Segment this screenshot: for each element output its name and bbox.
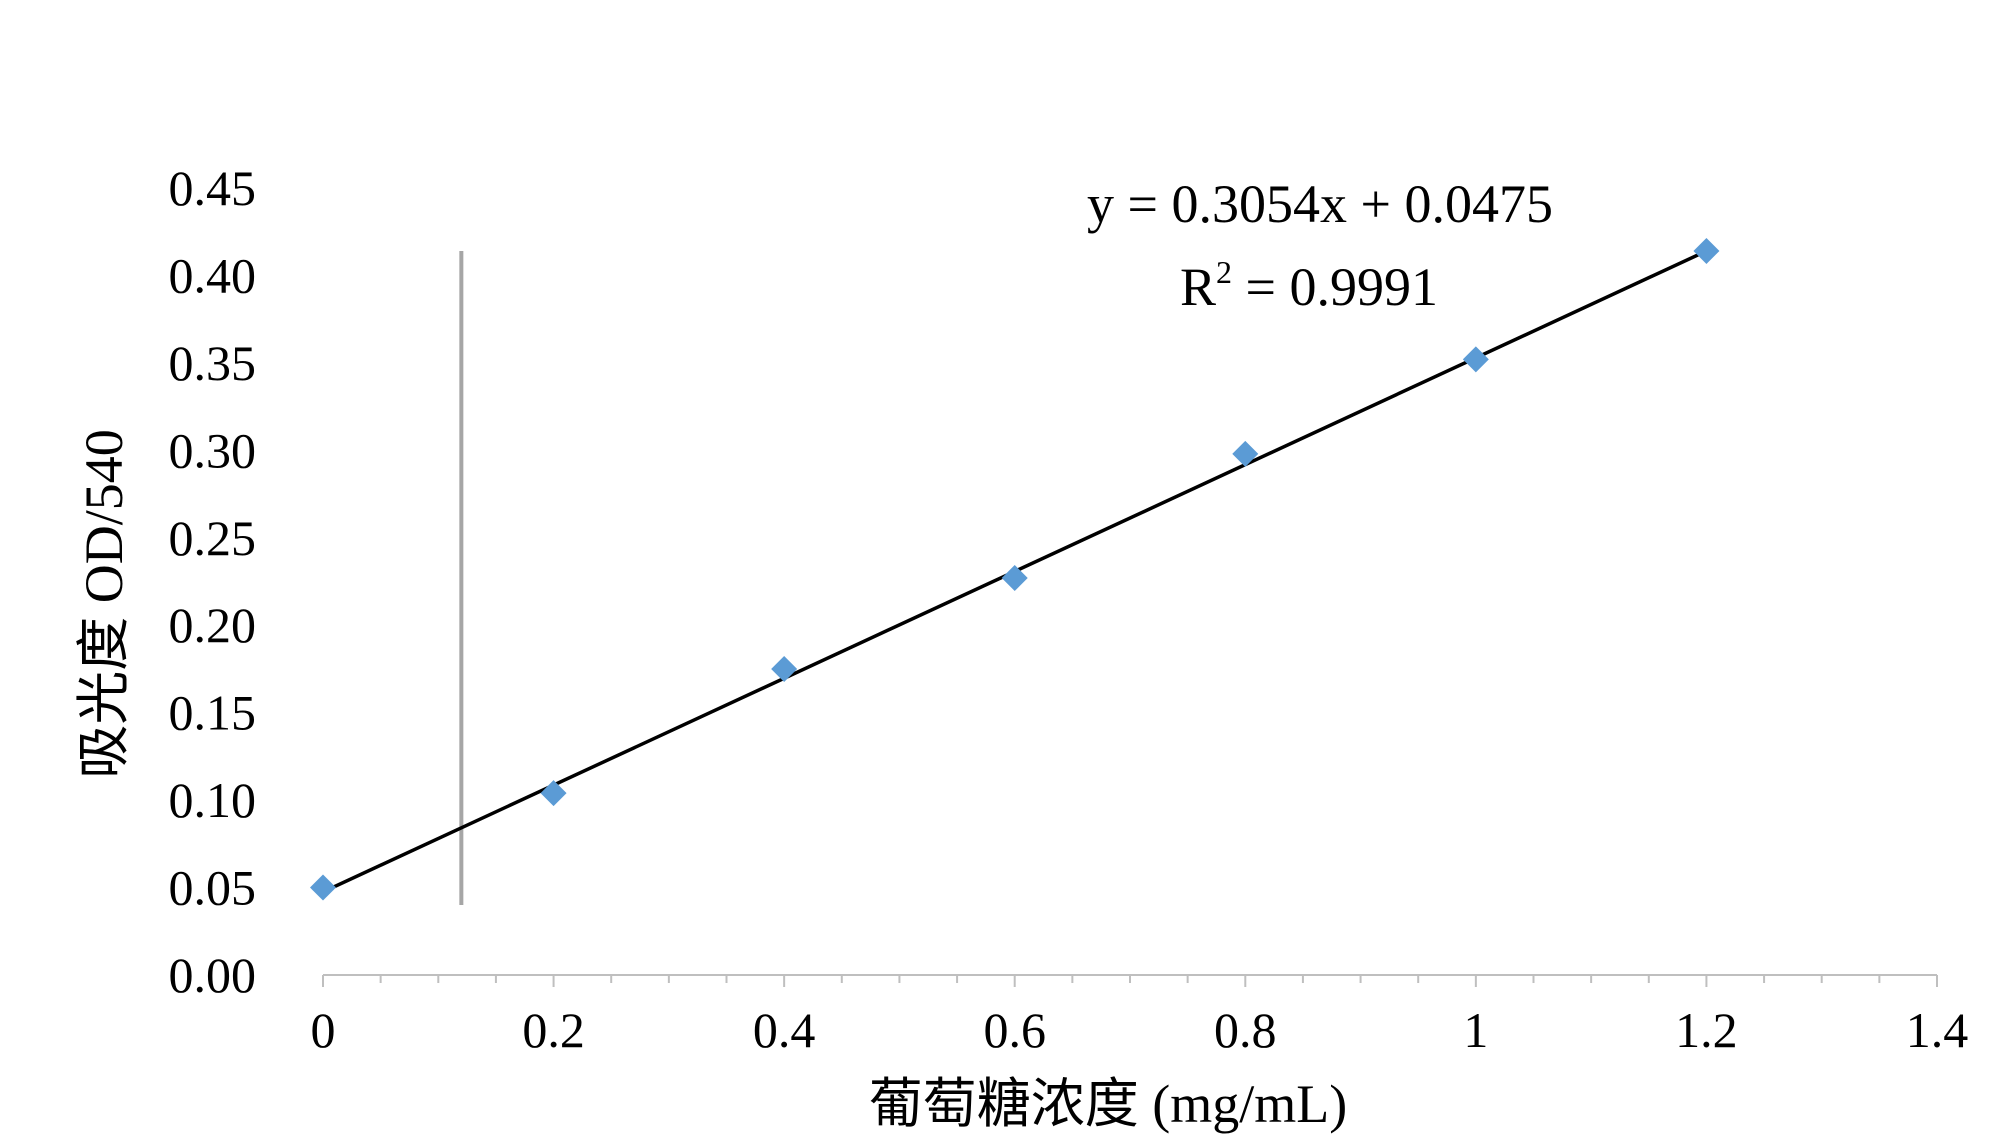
data-point — [1001, 565, 1028, 592]
data-point — [771, 655, 798, 682]
x-tick-label: 0 — [311, 1002, 336, 1058]
r-squared-label: R2 = 0.9991 — [1180, 254, 1438, 317]
r-squared-prefix: R — [1180, 257, 1216, 317]
data-point — [1232, 440, 1259, 467]
x-axis-title: 葡萄糖浓度 (mg/mL) — [869, 1074, 1347, 1134]
data-point — [310, 874, 336, 901]
y-tick-label: 0.35 — [169, 335, 257, 391]
y-tick-label: 0.00 — [169, 947, 257, 1003]
x-tick-label: 0.2 — [522, 1002, 585, 1058]
y-axis-title: 吸光度 OD/540 — [74, 429, 134, 779]
y-tick-label: 0.20 — [169, 597, 257, 653]
x-tick-label: 1.2 — [1675, 1002, 1738, 1058]
y-tick-label: 0.05 — [169, 860, 257, 916]
r-squared-superscript: 2 — [1216, 254, 1232, 290]
x-tick-label: 1.4 — [1906, 1002, 1969, 1058]
r-squared-value: = 0.9991 — [1232, 257, 1438, 317]
y-tick-label: 0.10 — [169, 772, 257, 828]
data-point — [1462, 346, 1489, 373]
data-points — [310, 237, 1720, 901]
y-tick-label: 0.15 — [169, 685, 257, 741]
y-tick-label: 0.40 — [169, 247, 257, 303]
x-tick-label: 0.4 — [753, 1002, 816, 1058]
equation-label: y = 0.3054x + 0.0475 — [1087, 174, 1553, 234]
x-tick-label: 1 — [1463, 1002, 1488, 1058]
x-tick-label: 0.8 — [1214, 1002, 1277, 1058]
data-point — [540, 780, 567, 807]
tick-labels: 0 0.2 0.4 0.6 0.8 1 1.2 1.4 0.00 0.05 0.10 0.15 0.20… — [169, 160, 1969, 1058]
data-point — [1693, 237, 1720, 264]
y-tick-label: 0.30 — [169, 422, 257, 478]
axis-ticks — [322, 975, 1938, 987]
x-tick-label: 0.6 — [983, 1002, 1046, 1058]
y-tick-label: 0.25 — [169, 510, 257, 566]
y-tick-label: 0.45 — [169, 160, 257, 216]
